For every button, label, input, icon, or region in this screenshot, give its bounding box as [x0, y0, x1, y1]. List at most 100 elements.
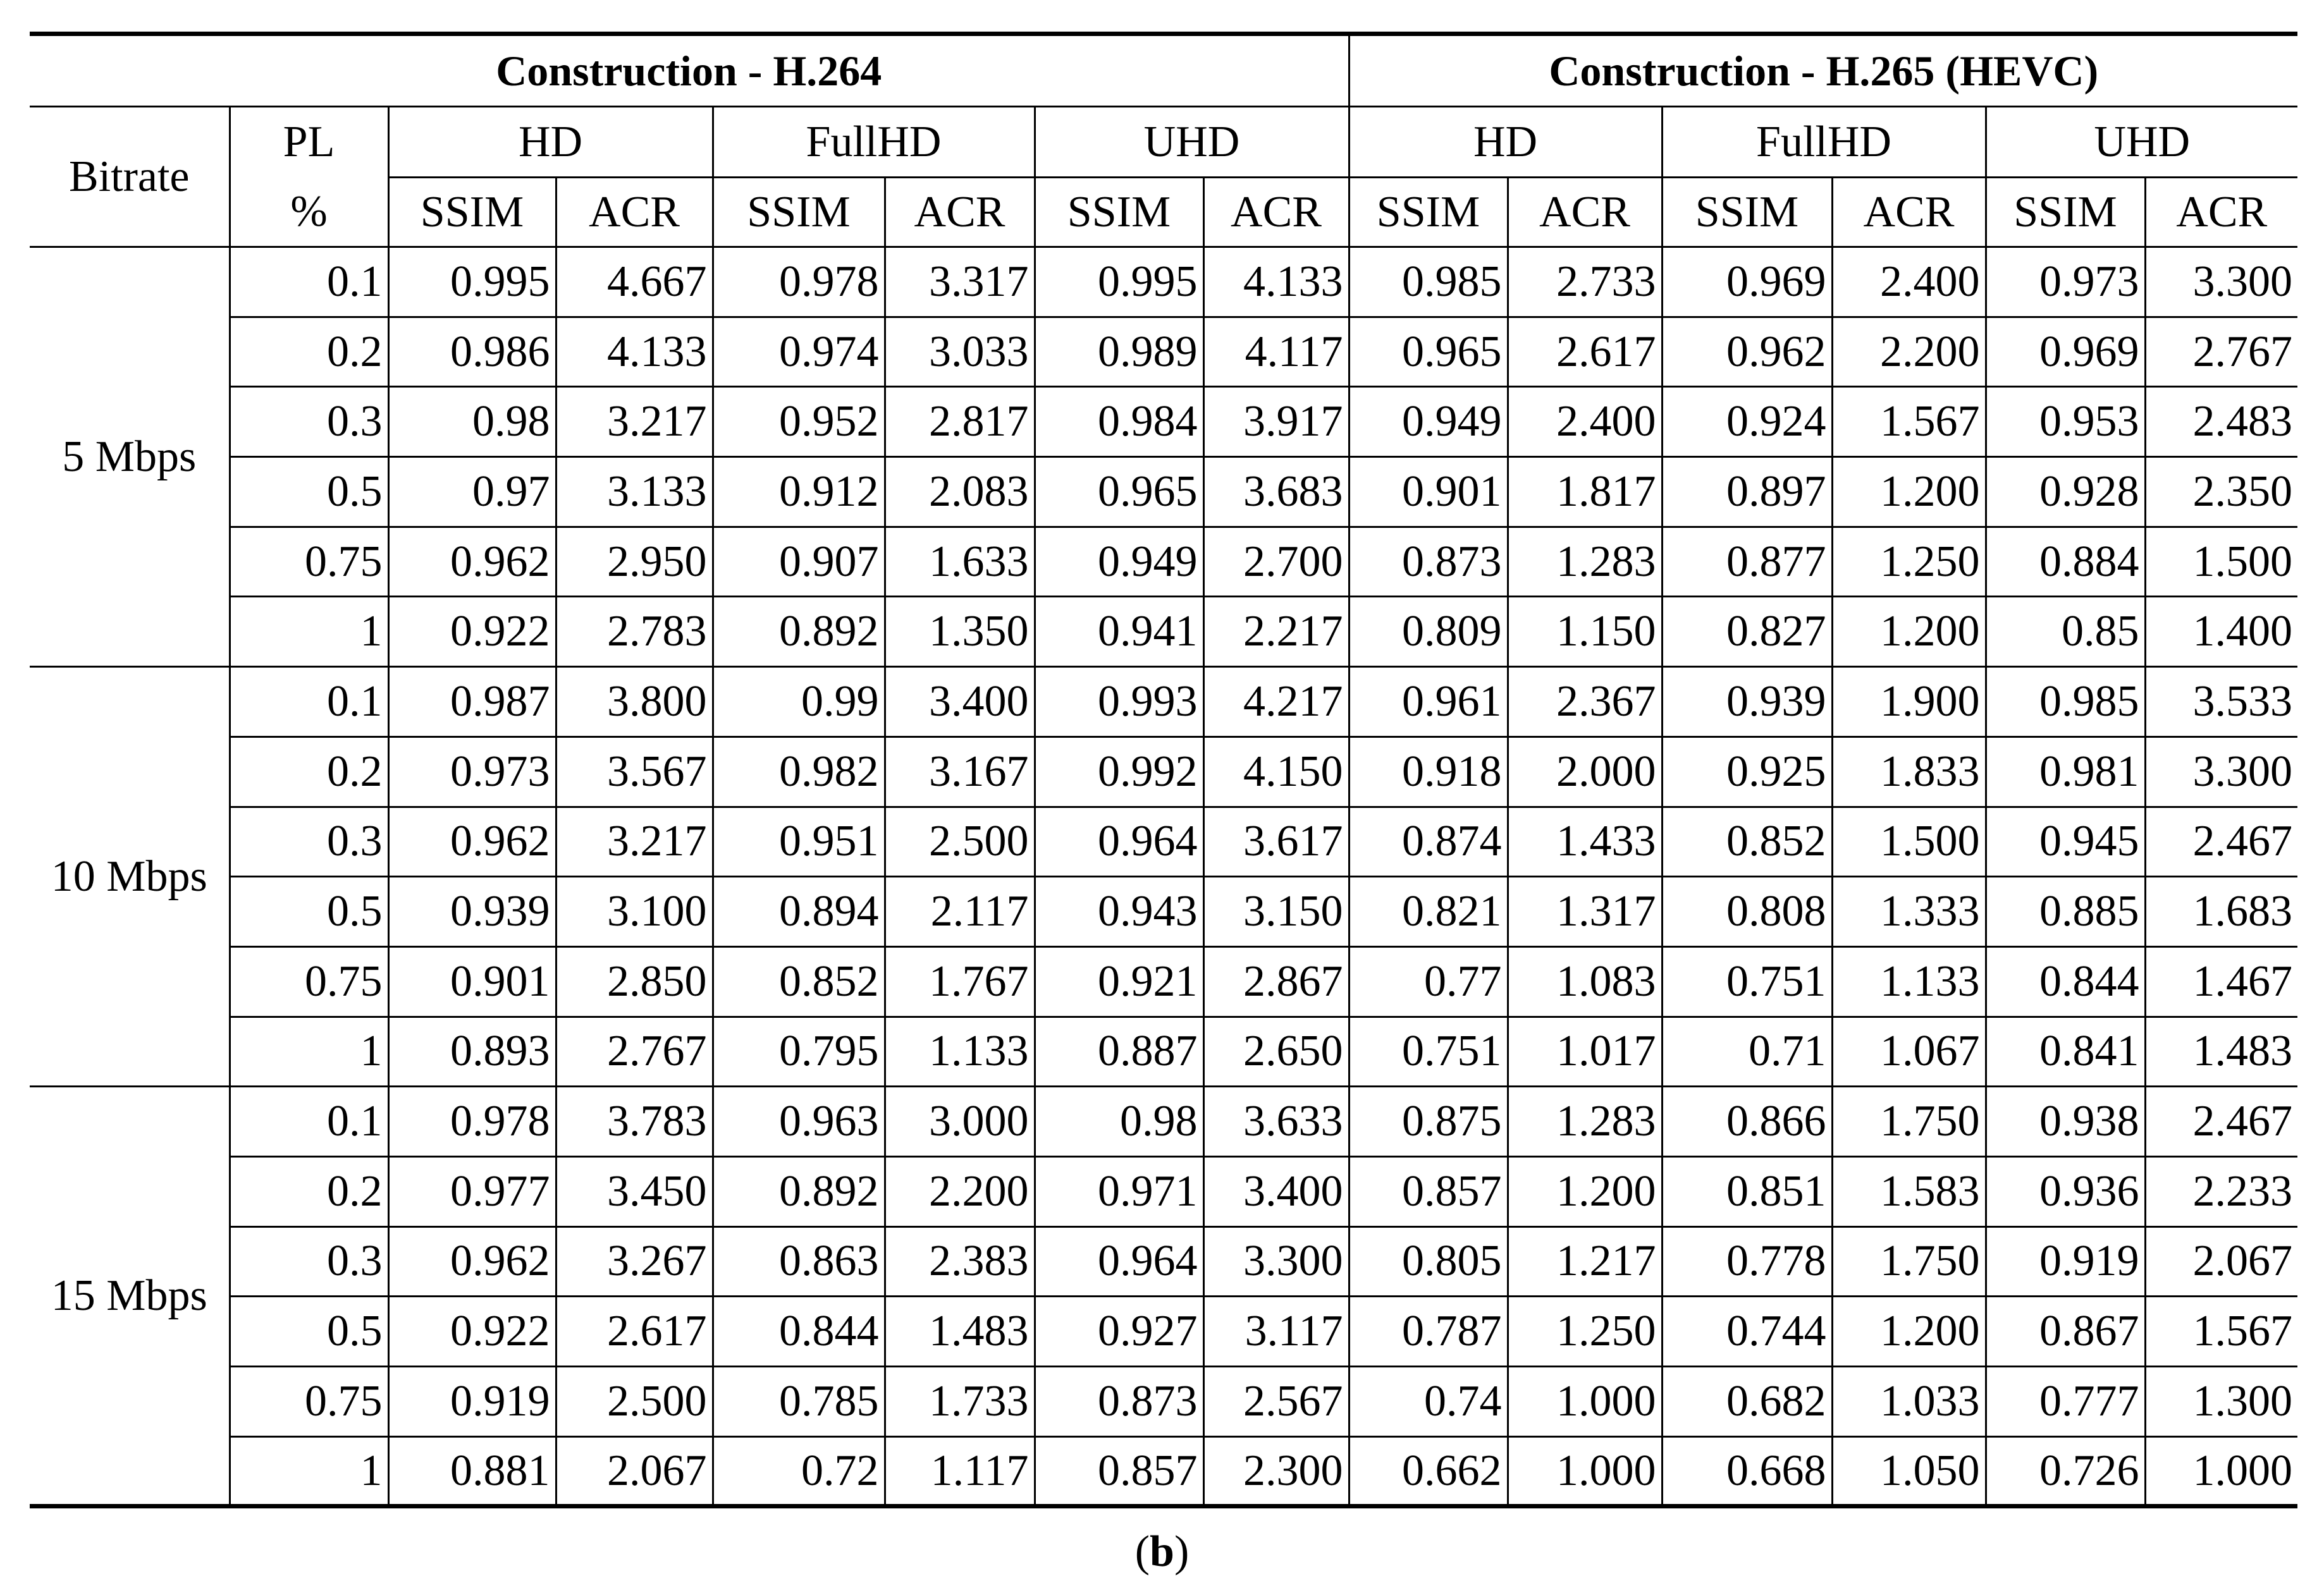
cell-value: 0.962: [388, 807, 557, 878]
resolution-header: FullHD: [713, 106, 1036, 178]
cell-value: 1.500: [2145, 527, 2297, 598]
cell-value: 0.821: [1349, 876, 1509, 948]
pl-value: 0.3: [230, 1226, 390, 1298]
cell-value: 3.317: [885, 247, 1036, 318]
cell-value: 1.000: [1508, 1436, 1663, 1508]
cell-value: 0.844: [713, 1296, 886, 1367]
cell-value: 0.918: [1349, 736, 1509, 808]
cell-value: 0.941: [1035, 596, 1205, 668]
table-row: Bitrate PL HD FullHD UHD HD FullHD UHD: [30, 106, 2297, 248]
pl-value: 1: [230, 1017, 390, 1088]
cell-value: 3.617: [1203, 807, 1350, 878]
cell-value: 0.744: [1662, 1296, 1833, 1367]
cell-value: 0.981: [1986, 736, 2146, 808]
cell-value: 2.000: [1508, 736, 1663, 808]
cell-value: 0.897: [1662, 456, 1833, 528]
cell-value: 0.98: [1035, 1086, 1205, 1158]
cell-value: 0.751: [1662, 946, 1833, 1018]
cell-value: 0.805: [1349, 1226, 1509, 1298]
pl-value: 0.75: [230, 946, 390, 1018]
cell-value: 0.99: [713, 666, 886, 738]
cell-value: 1.133: [885, 1017, 1036, 1088]
metric-header: ACR: [1203, 177, 1350, 248]
cell-value: 0.927: [1035, 1296, 1205, 1367]
cell-value: 1.433: [1508, 807, 1663, 878]
bitrate-label: 5 Mbps: [30, 247, 231, 668]
metric-header: SSIM: [1035, 177, 1205, 248]
cell-value: 2.200: [885, 1156, 1036, 1228]
cell-value: 0.875: [1349, 1086, 1509, 1158]
cell-value: 0.785: [713, 1366, 886, 1438]
metric-header: SSIM: [1662, 177, 1833, 248]
cell-value: 4.667: [556, 247, 714, 318]
cell-value: 0.662: [1349, 1436, 1509, 1508]
cell-value: 0.857: [1349, 1156, 1509, 1228]
cell-value: 1.750: [1832, 1226, 1987, 1298]
table-row: 0.2 0.973 3.567 0.982 3.167 0.992 4.150 0.918 2.…: [30, 736, 2297, 808]
cell-value: 1.283: [1508, 1086, 1663, 1158]
cell-value: 0.953: [1986, 386, 2146, 458]
cell-value: 0.98: [388, 386, 557, 458]
cell-value: 0.852: [1662, 807, 1833, 878]
cell-value: 0.952: [713, 386, 886, 458]
cell-value: 0.885: [1986, 876, 2146, 948]
cell-value: 1.017: [1508, 1017, 1663, 1088]
cell-value: 0.963: [713, 1086, 886, 1158]
cell-value: 1.767: [885, 946, 1036, 1018]
bitrate-label: 15 Mbps: [30, 1086, 231, 1508]
cell-value: 1.250: [1832, 527, 1987, 598]
cell-value: 3.783: [556, 1086, 714, 1158]
cell-value: 0.97: [388, 456, 557, 528]
pl-value: 0.1: [230, 247, 390, 318]
cell-value: 0.726: [1986, 1436, 2146, 1508]
cell-value: 1.300: [2145, 1366, 2297, 1438]
cell-value: 2.217: [1203, 596, 1350, 668]
resolution-header: HD: [388, 106, 714, 178]
cell-value: 0.867: [1986, 1296, 2146, 1367]
cell-value: 2.500: [556, 1366, 714, 1438]
cell-value: 3.000: [885, 1086, 1036, 1158]
cell-value: 0.841: [1986, 1017, 2146, 1088]
table-row: 0.5 0.97 3.133 0.912 2.083 0.965 3.683 0.901 1.8…: [30, 456, 2297, 528]
cell-value: 2.400: [1508, 386, 1663, 458]
cell-value: 2.067: [556, 1436, 714, 1508]
cell-value: 1.200: [1832, 1296, 1987, 1367]
table-row: 1 0.881 2.067 0.72 1.117 0.857 2.300 0.662 1.000…: [30, 1436, 2297, 1508]
cell-value: 2.367: [1508, 666, 1663, 738]
cell-value: 0.984: [1035, 386, 1205, 458]
cell-value: 3.117: [1203, 1296, 1350, 1367]
cell-value: 2.617: [556, 1296, 714, 1367]
cell-value: 1.200: [1832, 456, 1987, 528]
pl-value: 0.5: [230, 456, 390, 528]
table-row: 0.5 0.922 2.617 0.844 1.483 0.927 3.117 0.787 1.…: [30, 1296, 2297, 1367]
cell-value: 3.217: [556, 386, 714, 458]
cell-value: 1.000: [1508, 1366, 1663, 1438]
cell-value: 1.133: [1832, 946, 1987, 1018]
cell-value: 0.962: [388, 1226, 557, 1298]
cell-value: 0.986: [388, 317, 557, 388]
cell-value: 4.133: [556, 317, 714, 388]
cell-value: 1.317: [1508, 876, 1663, 948]
cell-value: 0.873: [1349, 527, 1509, 598]
table-row: 0.75 0.901 2.850 0.852 1.767 0.921 2.867 0.77 1.…: [30, 946, 2297, 1018]
cell-value: 0.851: [1662, 1156, 1833, 1228]
pl-value: 0.2: [230, 736, 390, 808]
cell-value: 0.977: [388, 1156, 557, 1228]
cell-value: 0.71: [1662, 1017, 1833, 1088]
cell-value: 0.962: [1662, 317, 1833, 388]
cell-value: 0.945: [1986, 807, 2146, 878]
cell-value: 1.833: [1832, 736, 1987, 808]
cell-value: 1.000: [2145, 1436, 2297, 1508]
cell-value: 0.844: [1986, 946, 2146, 1018]
cell-value: 3.683: [1203, 456, 1350, 528]
table-row: 0.3 0.98 3.217 0.952 2.817 0.984 3.917 0.949 2.4…: [30, 386, 2297, 458]
cell-value: 0.985: [1986, 666, 2146, 738]
cell-value: 3.300: [2145, 736, 2297, 808]
cell-value: 0.887: [1035, 1017, 1205, 1088]
pl-value: 0.2: [230, 317, 390, 388]
bitrate-header: Bitrate: [30, 106, 231, 248]
pl-value: 0.75: [230, 1366, 390, 1438]
cell-value: 1.250: [1508, 1296, 1663, 1367]
cell-value: 1.117: [885, 1436, 1036, 1508]
